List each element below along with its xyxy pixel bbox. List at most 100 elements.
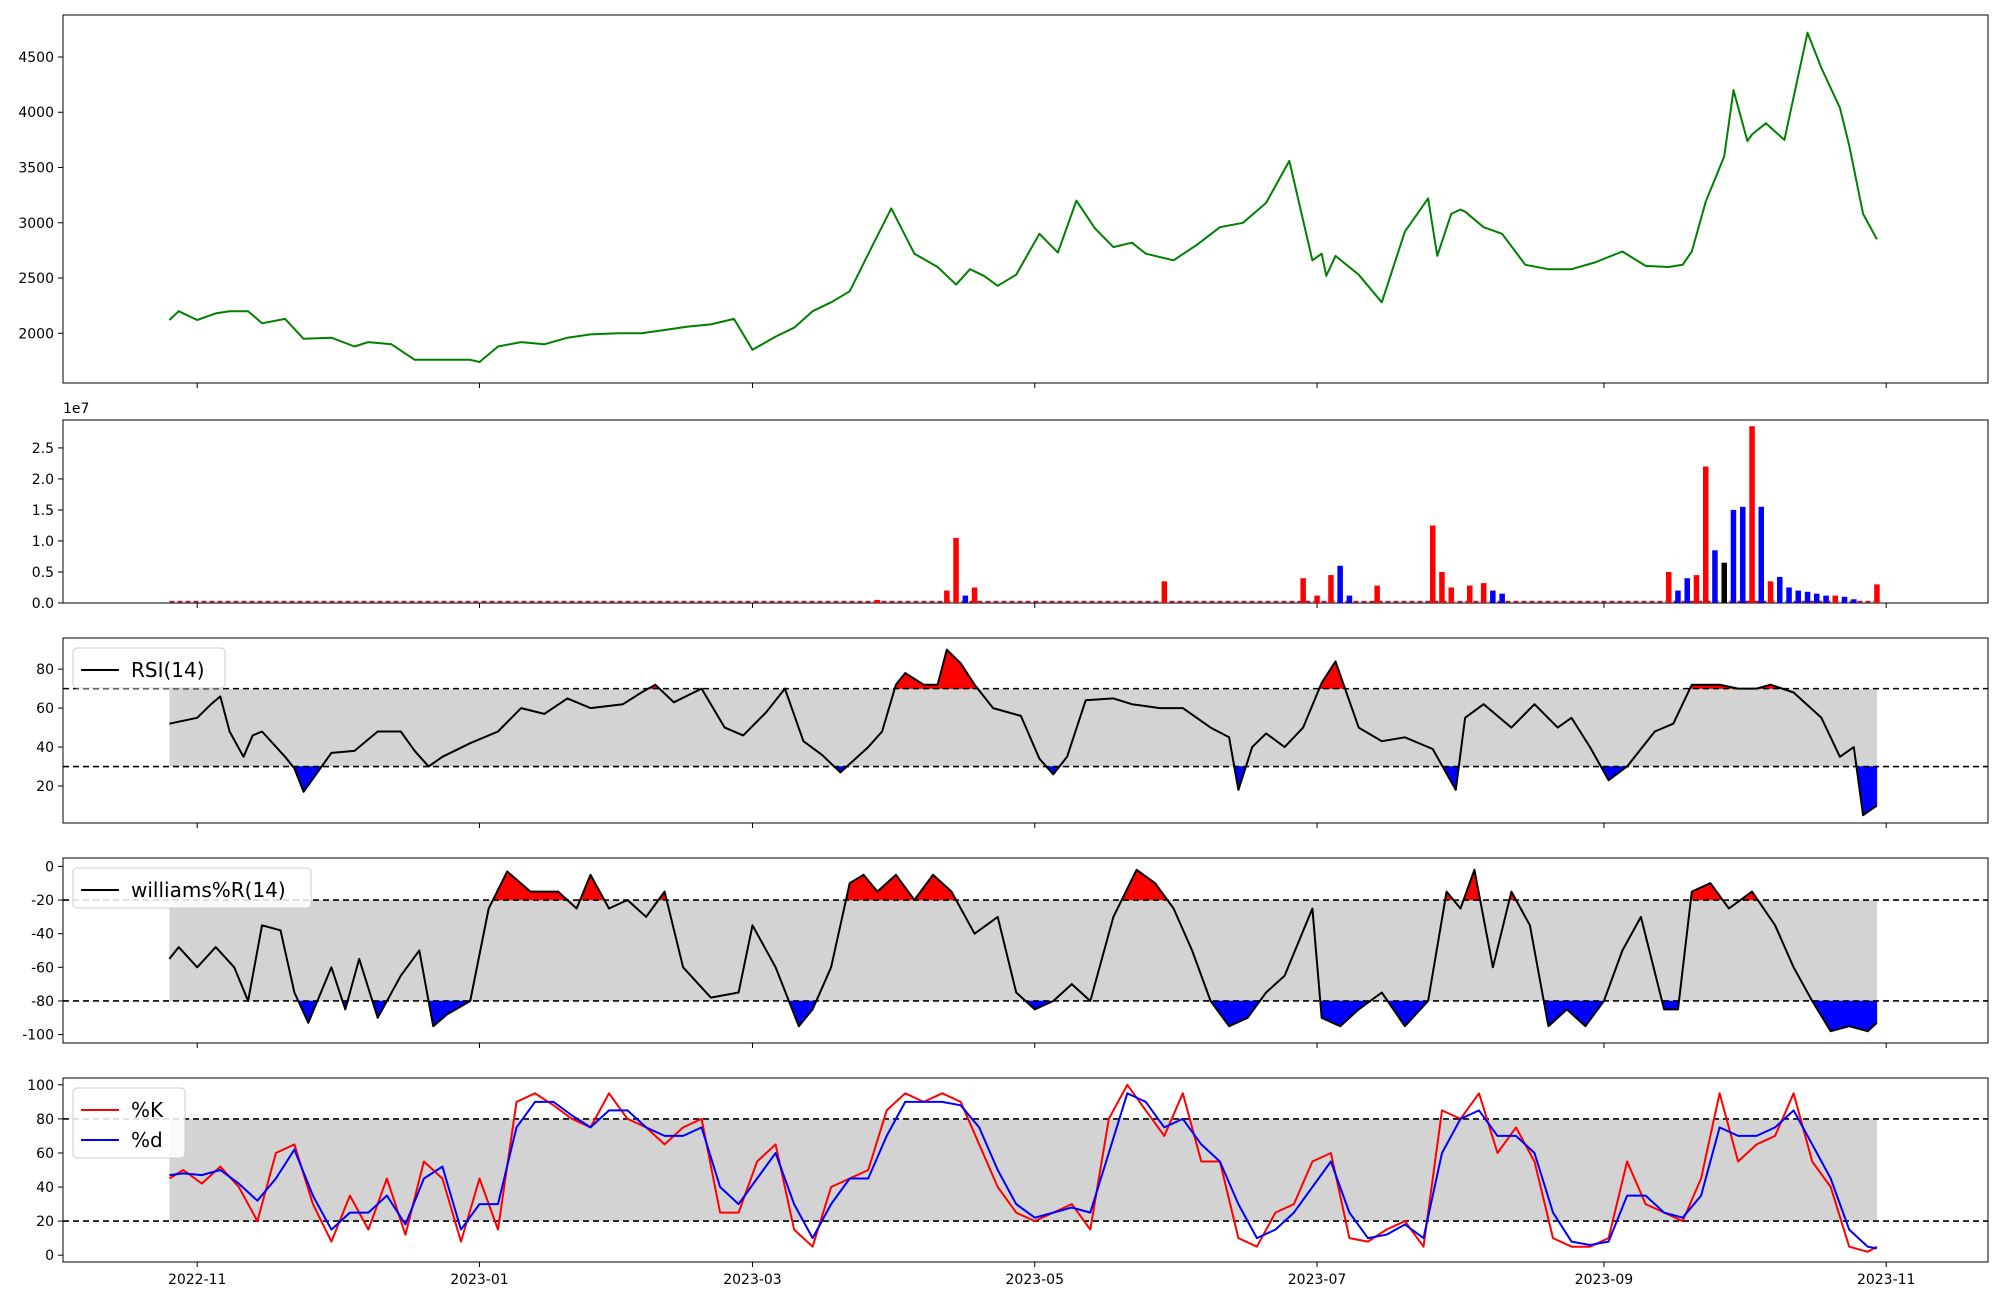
williams-ytick-label: -60 <box>31 960 54 976</box>
stochastic-ytick-label: 80 <box>36 1112 54 1128</box>
stochastic-ytick-label: 100 <box>27 1078 54 1094</box>
volume-bar <box>1499 593 1505 603</box>
volume-bar <box>1490 590 1496 603</box>
volume-bar <box>1439 572 1445 603</box>
volume-bar <box>1841 596 1848 603</box>
volume-bar <box>1161 581 1168 603</box>
volume-bar <box>1758 506 1764 603</box>
price-ytick-label: 2500 <box>18 271 54 287</box>
x-axis-tick-label: 2023-07 <box>1288 1272 1347 1288</box>
volume-bar <box>953 537 959 603</box>
price-ytick-label: 4500 <box>18 50 54 66</box>
williams-ytick-label: -80 <box>31 994 54 1010</box>
stochastic-ytick-label: 60 <box>36 1146 54 1162</box>
volume-bar <box>1675 590 1681 603</box>
volume-bar <box>1328 575 1334 603</box>
rsi-legend <box>72 647 226 689</box>
volume-bar <box>1666 572 1672 603</box>
volume-bar <box>962 595 969 603</box>
x-axis-tick-label: 2023-09 <box>1575 1272 1634 1288</box>
stochastic-series-d-line <box>169 1092 1878 1250</box>
williams-ytick-label: -100 <box>22 1028 54 1044</box>
volume-bar <box>1314 595 1320 603</box>
volume-bar <box>1851 599 1857 603</box>
price-ytick-label: 3500 <box>18 161 54 177</box>
williams-ytick-label: -20 <box>31 893 54 909</box>
williams-overbought-fill <box>1691 882 1711 901</box>
williams-line <box>168 868 1878 1033</box>
williams-overbought-fill <box>1136 869 1156 901</box>
volume-bar <box>1300 578 1306 603</box>
stochastic-ytick-label: 40 <box>36 1180 54 1196</box>
volume-bar <box>1814 593 1820 603</box>
stochastic-legend-label: %K <box>131 1098 164 1122</box>
stochastic-ytick-label: 20 <box>36 1214 54 1230</box>
volume-bar <box>1480 583 1487 603</box>
volume-ytick-label: 1.5 <box>32 503 54 519</box>
x-axis-tick-label: 2023-05 <box>1006 1272 1065 1288</box>
stochastic-legend <box>72 1087 186 1159</box>
x-axis-tick-label: 2023-11 <box>1857 1272 1916 1288</box>
williams-ytick-label: 0 <box>45 859 54 875</box>
rsi-legend-label: RSI(14) <box>131 658 205 682</box>
volume-bar <box>1467 585 1473 603</box>
volume-bar <box>1767 581 1774 603</box>
volume-bar <box>1712 550 1718 603</box>
volume-bar <box>1430 525 1436 603</box>
volume-bar <box>1777 576 1783 603</box>
rsi-ytick-label: 80 <box>36 662 54 678</box>
volume-bar <box>1749 426 1755 603</box>
williams-ytick-label: -40 <box>31 927 54 943</box>
rsi-ytick-label: 40 <box>36 740 54 756</box>
price-ytick-label: 2000 <box>18 326 54 342</box>
volume-bar <box>1823 595 1829 603</box>
x-axis-tick-label: 2023-01 <box>450 1272 509 1288</box>
volume-bar <box>944 590 950 603</box>
volume-ytick-label: 0.0 <box>32 596 54 612</box>
williams-oversold-fill <box>432 1000 448 1027</box>
price-ytick-label: 4000 <box>18 105 54 121</box>
price-line <box>168 31 1878 363</box>
volume-ytick-label: 1.0 <box>32 534 54 550</box>
price-ytick-label: 3000 <box>18 216 54 232</box>
williams-legend <box>72 867 312 909</box>
rsi-line <box>169 648 1878 817</box>
volume-bar <box>1730 509 1737 603</box>
volume-bar <box>874 599 881 603</box>
volume-bar <box>1374 585 1380 603</box>
volume-bar <box>1874 584 1880 603</box>
rsi-frame <box>62 637 1989 824</box>
stochastic-frame <box>62 1077 1989 1263</box>
volume-bar <box>1448 587 1454 603</box>
rsi-neutral-band <box>169 688 1877 767</box>
stochastic-legend-label: %d <box>131 1128 163 1152</box>
volume-ytick-label: 0.5 <box>32 565 54 581</box>
williams-neutral-band <box>169 900 1877 1001</box>
volume-ytick-label: 2.0 <box>32 472 54 488</box>
volume-bar <box>1795 590 1801 603</box>
volume-bar <box>1693 575 1700 603</box>
volume-exponent-label: 1e7 <box>63 401 89 417</box>
volume-bar <box>1786 587 1792 603</box>
williams-oversold-fill <box>1663 1000 1679 1010</box>
williams-frame <box>62 857 1989 1044</box>
volume-bar <box>1804 591 1811 603</box>
price-frame <box>62 14 1989 384</box>
volume-bar <box>1337 565 1343 603</box>
volume-bar <box>971 587 978 603</box>
williams-legend-label: williams%R(14) <box>131 878 286 902</box>
stochastic-ytick-label: 0 <box>45 1248 54 1264</box>
x-axis-tick-label: 2023-03 <box>723 1272 782 1288</box>
rsi-ytick-label: 60 <box>36 701 54 717</box>
volume-bar <box>1740 506 1746 603</box>
volume-frame <box>62 419 1989 604</box>
volume-bar <box>1832 595 1838 603</box>
volume-ytick-label: 2.5 <box>32 441 54 457</box>
volume-bar <box>1721 562 1727 603</box>
volume-bar <box>1684 578 1690 603</box>
stochastic-neutral-band <box>169 1118 1877 1222</box>
rsi-ytick-label: 20 <box>36 779 54 795</box>
volume-bar <box>1346 595 1353 603</box>
